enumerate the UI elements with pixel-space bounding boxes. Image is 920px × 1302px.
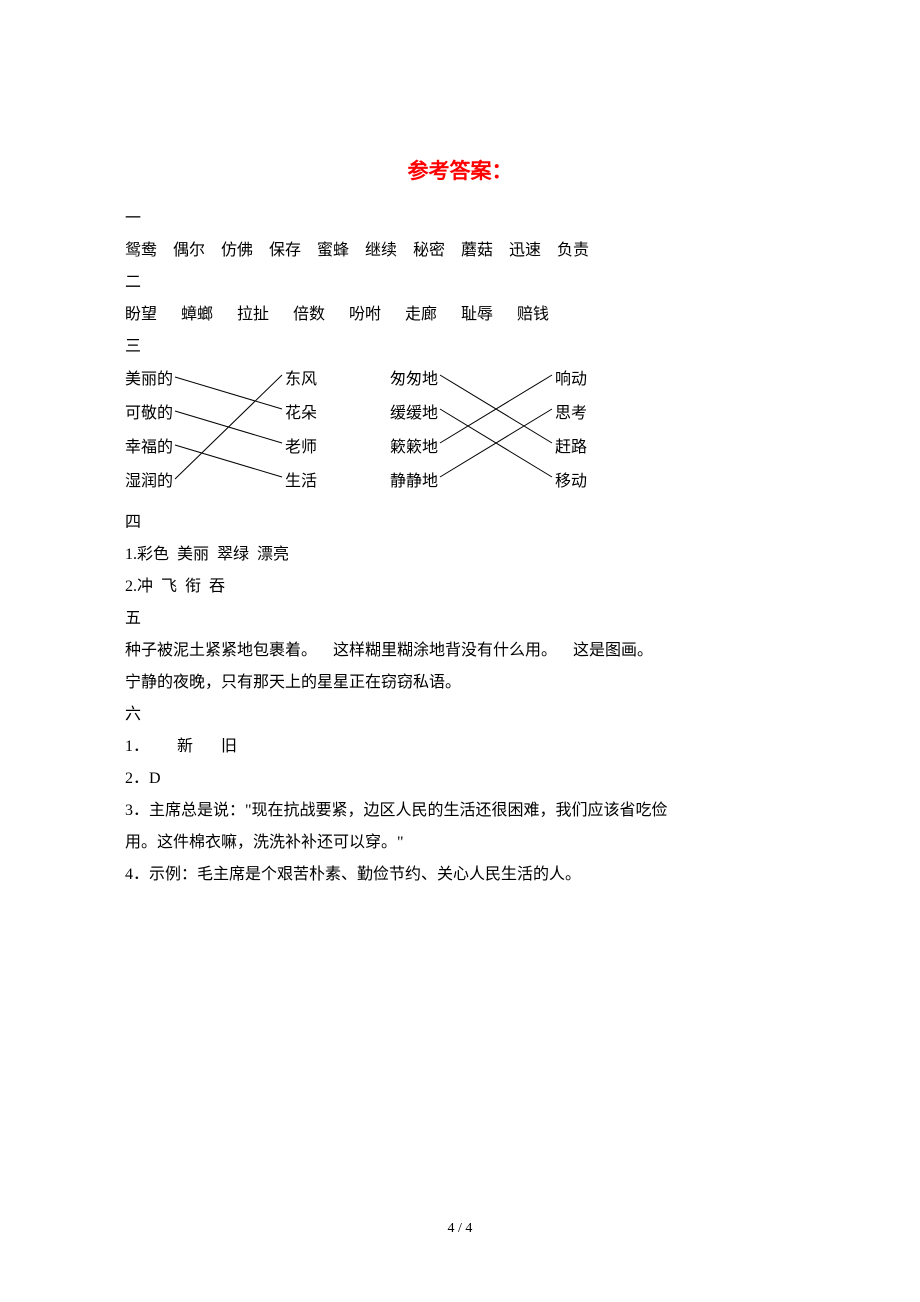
section-four-item-1: 1.彩色 美丽 翠绿 漂亮 bbox=[125, 539, 795, 571]
section-six-item-3b: 用。这件棉衣嘛，洗洗补补还可以穿。" bbox=[125, 827, 795, 859]
section-five-line-1: 种子被泥土紧紧地包裹着。 这样糊里糊涂地背没有什么用。 这是图画。 bbox=[125, 635, 795, 667]
page-number: 4 / 4 bbox=[0, 1221, 920, 1237]
section-two-heading: 二 bbox=[125, 267, 795, 299]
section-three-heading: 三 bbox=[125, 331, 795, 363]
section-four-heading: 四 bbox=[125, 507, 795, 539]
answer-title: 参考答案： bbox=[125, 155, 795, 185]
section-six-item-2: 2．D bbox=[125, 763, 795, 795]
section-six-item-4: 4．示例：毛主席是个艰苦朴素、勤俭节约、关心人民生活的人。 bbox=[125, 859, 795, 891]
section-four-item-2: 2.冲 飞 衔 吞 bbox=[125, 571, 795, 603]
section-two-text: 盼望 蟑螂 拉扯 倍数 吩咐 走廊 耻辱 赔钱 bbox=[125, 299, 795, 331]
matching-lines-svg bbox=[125, 365, 625, 505]
matching-diagram: 美丽的 可敬的 幸福的 湿润的 东风 花朵 老师 生活 匆匆地 缓缓地 簌簌地 … bbox=[125, 365, 795, 505]
section-one-heading: 一 bbox=[125, 203, 795, 235]
section-six-item-3: 3．主席总是说："现在抗战要紧，边区人民的生活还很困难，我们应该省吃俭 bbox=[125, 795, 795, 827]
section-five-heading: 五 bbox=[125, 603, 795, 635]
section-six-heading: 六 bbox=[125, 699, 795, 731]
section-one-text: 鸳鸯 偶尔 仿佛 保存 蜜蜂 继续 秘密 蘑菇 迅速 负责 bbox=[125, 235, 795, 267]
section-six-item-1: 1． 新 旧 bbox=[125, 731, 795, 763]
section-five-line-2: 宁静的夜晚，只有那天上的星星正在窃窃私语。 bbox=[125, 667, 795, 699]
